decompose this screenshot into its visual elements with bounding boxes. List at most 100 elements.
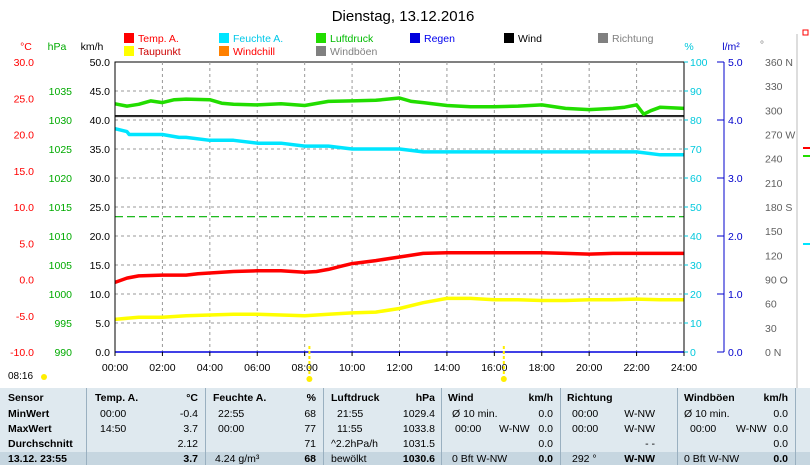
col-divider	[86, 388, 87, 465]
wind-tick-label: 50.0	[90, 57, 111, 69]
wind-tick-label: 15.0	[90, 260, 111, 272]
temp-tick-label: 20.0	[14, 130, 35, 142]
humidity-tick-label: 50	[690, 202, 702, 214]
temp-tick-label: 25.0	[14, 93, 35, 105]
legend-label: Feuchte A.	[233, 33, 283, 45]
direction-tick-label: 60	[765, 299, 777, 311]
x-tick-label: 10:00	[339, 362, 365, 374]
side-panel	[796, 29, 810, 388]
chart-title: Dienstag, 13.12.2016	[332, 8, 475, 25]
pressure-tick-label: 1010	[49, 231, 73, 243]
col-divider	[795, 388, 796, 465]
humidity-tick-label: 0	[690, 347, 696, 359]
stats-row-current: 13.12. 23:55 3.7 4.24 g/m³ 68 bewölkt 10…	[0, 452, 810, 465]
wind-tick-label: 45.0	[90, 86, 111, 98]
current-time-dot	[41, 374, 47, 380]
humidity-tick-label: 30	[690, 260, 702, 272]
pressure-tick-label: 1025	[49, 144, 73, 156]
time-marker-dot	[500, 376, 507, 382]
pressure-tick-label: 1000	[49, 289, 73, 301]
wind-tick-label: 35.0	[90, 144, 111, 156]
series-line-feuchte-a	[114, 126, 684, 157]
pressure-tick-label: 1030	[49, 115, 73, 127]
x-tick-label: 18:00	[529, 362, 555, 374]
legend-swatch	[410, 33, 420, 43]
legend-label: Regen	[424, 33, 455, 45]
axis-units: °C hPa km/h% l/m² °	[20, 39, 764, 53]
rain-tick-label: 5.0	[728, 57, 743, 69]
direction-tick-label: 210	[765, 178, 783, 190]
time-marker-dot	[306, 376, 313, 382]
header-richtung: Richtung	[567, 392, 613, 404]
legend-swatch	[124, 46, 134, 56]
legend-label: Luftdruck	[330, 33, 374, 45]
direction-tick-label: 330	[765, 81, 783, 93]
humidity-tick-label: 80	[690, 115, 702, 127]
header-wind-unit: km/h	[528, 392, 553, 404]
x-tick-label: 06:00	[244, 362, 270, 374]
legend-swatch	[316, 46, 326, 56]
x-tick-label: 04:00	[197, 362, 223, 374]
axis-unit-pressure: hPa	[48, 41, 67, 53]
direction-tick-label: 180 S	[765, 202, 792, 214]
series-line-luftdruck	[114, 96, 685, 116]
header-temp: Temp. A.	[95, 392, 139, 404]
wind-tick-label: 20.0	[90, 231, 111, 243]
direction-tick-label: 270 W	[765, 130, 795, 142]
rain-tick-label: 1.0	[728, 289, 743, 301]
col-divider	[323, 388, 324, 465]
legend-label: Richtung	[612, 33, 654, 45]
header-boeen: Windböen	[684, 392, 735, 404]
rain-tick-label: 0.0	[728, 347, 743, 359]
pressure-tick-label: 990	[54, 347, 72, 359]
chart-legend: Temp. A. Feuchte A. Luftdruck Regen Wind Rich…	[124, 33, 654, 58]
rain-tick-label: 2.0	[728, 231, 743, 243]
left-axes: 30.0 25.0 20.0 15.0 10.0 5.0 0.0 -5.0 -10.0 1035 1…	[10, 57, 116, 359]
x-axis: 00:00 02:00 04:00 06:00 08:00 10:00 12:00 14:00…	[41, 346, 697, 382]
axis-unit-temp: °C	[20, 41, 32, 53]
temp-tick-label: -10.0	[10, 347, 34, 359]
legend-swatch	[598, 33, 608, 43]
x-tick-label: 08:00	[292, 362, 318, 374]
x-tick-label: 02:00	[149, 362, 175, 374]
col-divider	[560, 388, 561, 465]
stats-row-avg: Durchschnitt 2.12 71 ^2.2hPa/h 1031.5 0.…	[8, 438, 788, 450]
direction-tick-label: 90 O	[765, 275, 788, 287]
legend-label: Temp. A.	[138, 33, 179, 45]
header-boeen-unit: km/h	[763, 392, 788, 404]
axis-unit-rain: l/m²	[722, 41, 740, 53]
x-tick-label: 24:00	[671, 362, 697, 374]
header-feuchte: Feuchte A.	[213, 392, 267, 404]
rain-tick-label: 4.0	[728, 115, 743, 127]
temp-tick-label: 0.0	[19, 275, 34, 287]
col-divider	[441, 388, 442, 465]
temp-tick-label: -5.0	[16, 311, 34, 323]
direction-tick-label: 300	[765, 105, 783, 117]
legend-label: Taupunkt	[138, 46, 181, 58]
header-sensor: Sensor	[8, 392, 44, 404]
stats-row-min: MinWert 00:00 -0.4 22:55 68 21:55 1029.4…	[8, 408, 788, 420]
temp-tick-label: 5.0	[19, 238, 34, 250]
x-tick-label: 20:00	[576, 362, 602, 374]
direction-tick-label: 30	[765, 323, 777, 335]
humidity-tick-label: 100	[690, 57, 708, 69]
humidity-tick-label: 60	[690, 173, 702, 185]
humidity-tick-label: 90	[690, 86, 702, 98]
series-line-temp-a	[114, 250, 684, 285]
current-time-label: 08:16	[8, 371, 34, 382]
legend-swatch	[504, 33, 514, 43]
wind-tick-label: 30.0	[90, 173, 111, 185]
legend-swatch	[124, 33, 134, 43]
legend-label: Windchill	[233, 46, 275, 58]
wind-tick-label: 5.0	[95, 318, 110, 330]
direction-tick-label: 240	[765, 154, 783, 166]
pressure-tick-label: 1020	[49, 173, 73, 185]
wind-tick-label: 0.0	[95, 347, 110, 359]
direction-tick-label: 120	[765, 250, 783, 262]
pressure-tick-label: 1035	[49, 86, 73, 98]
axis-unit-direction: °	[760, 39, 764, 51]
stats-header-row: Sensor Temp. A. °C Feuchte A. % Luftdruc…	[0, 391, 810, 406]
pressure-tick-label: 1005	[49, 260, 73, 272]
temp-tick-label: 15.0	[14, 166, 35, 178]
x-tick-label: 16:00	[481, 362, 507, 374]
